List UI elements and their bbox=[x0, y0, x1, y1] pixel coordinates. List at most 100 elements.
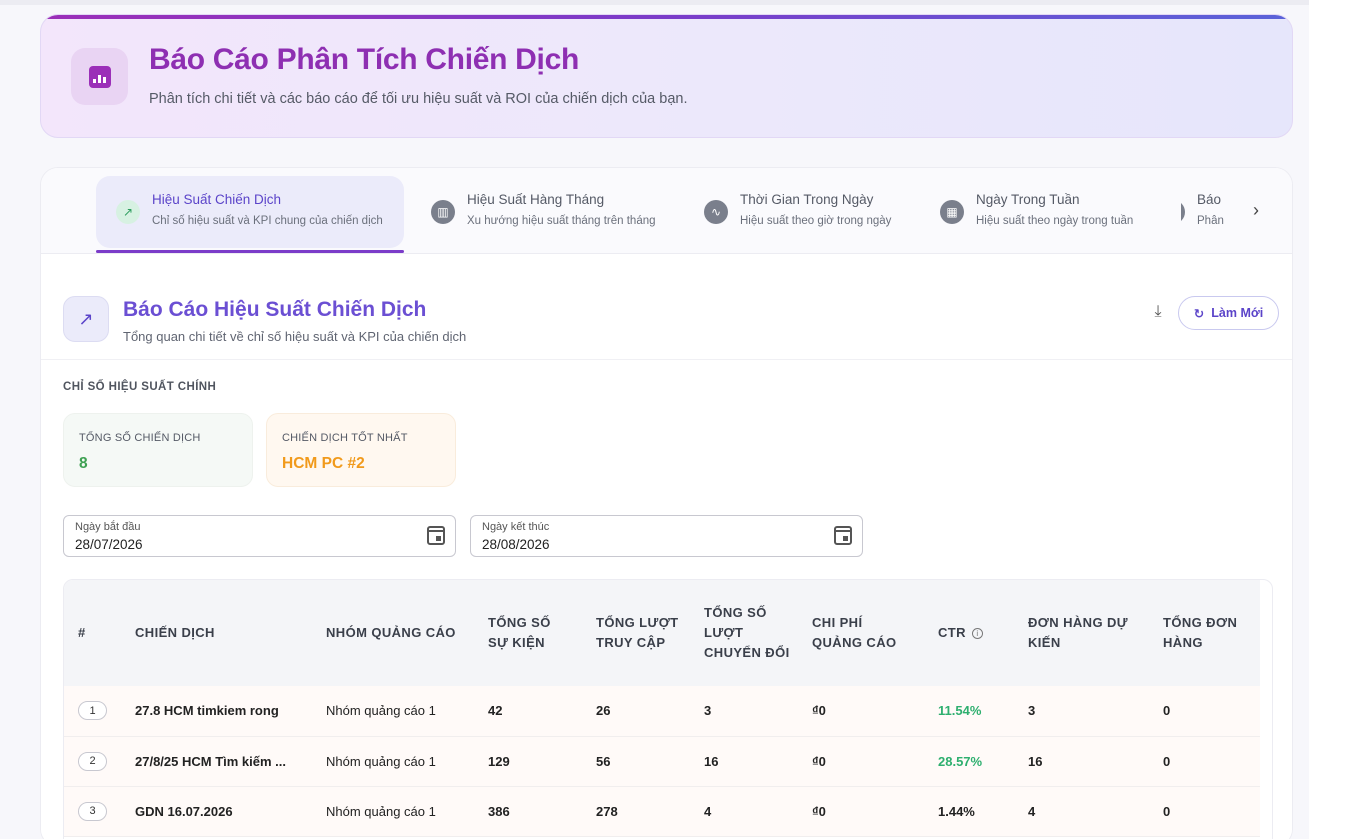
conversions: 16 bbox=[704, 753, 719, 769]
kpi-total-campaigns: TỔNG SỐ CHIẾN DỊCH 8 bbox=[63, 413, 253, 487]
refresh-icon: ↻ bbox=[1193, 306, 1205, 321]
refresh-button[interactable]: ↻ Làm Mới bbox=[1178, 296, 1279, 330]
download-icon[interactable]: ⤓ bbox=[1154, 303, 1162, 320]
events: 129 bbox=[488, 753, 510, 769]
report-content: ↗ Báo Cáo Hiệu Suất Chiến Dịch Tổng quan… bbox=[41, 274, 1292, 839]
start-date-field[interactable]: Ngày bắt đầu 28/07/2026 bbox=[63, 515, 456, 557]
col-header-ctr: CTR i bbox=[924, 580, 1014, 686]
tab-campaign-performance[interactable]: ↗ Hiệu Suất Chiến Dịch Chỉ số hiệu suất … bbox=[96, 176, 404, 248]
events: 42 bbox=[488, 703, 503, 719]
conversions: 3 bbox=[704, 703, 712, 719]
report-title: Báo Cáo Hiệu Suất Chiến Dịch bbox=[123, 298, 427, 321]
active-tab-indicator bbox=[96, 250, 404, 253]
location-icon: ● bbox=[1181, 200, 1185, 224]
campaign-name: 27/8/25 HCM Tìm kiếm ... bbox=[135, 753, 287, 769]
kpi-section-label: CHỈ SỐ HIỆU SUẤT CHÍNH bbox=[63, 381, 217, 393]
line-chart-icon: ∿ bbox=[704, 200, 728, 224]
kpi-value: 8 bbox=[79, 455, 88, 472]
bar-chart-icon bbox=[71, 48, 128, 105]
total-orders: 0 bbox=[1163, 753, 1171, 769]
end-date-field[interactable]: Ngày kết thúc 28/08/2026 bbox=[470, 515, 863, 557]
refresh-label: Làm Mới bbox=[1211, 306, 1264, 320]
conversions: 4 bbox=[704, 803, 712, 819]
tab-label: Thời Gian Trong Ngày bbox=[740, 192, 874, 207]
kpi-best-campaign: CHIẾN DỊCH TỐT NHẤT HCM PC #2 bbox=[266, 413, 456, 487]
row-index: 1 bbox=[78, 701, 107, 721]
ad-cost: ₫0 bbox=[812, 703, 826, 719]
row-index: 2 bbox=[78, 751, 107, 771]
ctr: 1.44% bbox=[938, 803, 975, 819]
tab-desc: Hiệu suất theo giờ trong ngày bbox=[740, 215, 892, 227]
total-orders: 0 bbox=[1163, 803, 1171, 819]
ctr: 11.54% bbox=[938, 703, 982, 719]
col-header: TỔNG SỐ LƯỢT CHUYỂN ĐỔI bbox=[704, 605, 790, 660]
col-header: # bbox=[78, 625, 86, 640]
tab-label: Hiệu Suất Chiến Dịch bbox=[152, 192, 282, 207]
col-header: TỔNG ĐƠN HÀNG bbox=[1163, 615, 1238, 650]
kpi-value: HCM PC #2 bbox=[282, 455, 365, 472]
calendar-icon: ▦ bbox=[940, 200, 964, 224]
tab-label: Hiệu Suất Hàng Tháng bbox=[467, 192, 605, 207]
row-index: 3 bbox=[78, 801, 107, 821]
tab-desc: Xu hướng hiệu suất tháng trên tháng bbox=[467, 215, 656, 227]
tab-desc: Phân bbox=[1197, 215, 1224, 227]
table-row[interactable]: 1 27.8 HCM timkiem rong Nhóm quảng cáo 1… bbox=[64, 686, 1260, 736]
page-subtitle: Phân tích chi tiết và các báo cáo để tối… bbox=[149, 91, 688, 107]
col-header: TỔNG LƯỢT TRUY CẬP bbox=[596, 615, 679, 650]
calendar-icon[interactable] bbox=[427, 526, 445, 545]
table-header-row: # CHIẾN DỊCH NHÓM QUẢNG CÁO TỔNG SỐ SỰ K… bbox=[64, 580, 1260, 686]
expected-orders: 4 bbox=[1028, 803, 1036, 819]
ad-group: Nhóm quảng cáo 1 bbox=[326, 703, 436, 719]
report-card: ↗ Hiệu Suất Chiến Dịch Chỉ số hiệu suất … bbox=[40, 167, 1293, 839]
table-row[interactable]: 2 27/8/25 HCM Tìm kiếm ... Nhóm quảng cá… bbox=[64, 736, 1260, 786]
col-header: CTR bbox=[938, 625, 966, 640]
start-date-value: 28/07/2026 bbox=[75, 537, 143, 552]
visits: 56 bbox=[596, 753, 611, 769]
ad-cost: ₫0 bbox=[812, 803, 826, 819]
end-date-label: Ngày kết thúc bbox=[482, 521, 550, 533]
tab-desc: Hiệu suất theo ngày trong tuần bbox=[976, 215, 1134, 227]
chevron-right-icon[interactable]: › bbox=[1253, 200, 1259, 220]
campaign-name: GDN 16.07.2026 bbox=[135, 803, 233, 819]
col-header: ĐƠN HÀNG DỰ KIẾN bbox=[1028, 615, 1128, 650]
col-header: CHI PHÍ QUẢNG CÁO bbox=[812, 615, 897, 650]
end-date-value: 28/08/2026 bbox=[482, 537, 550, 552]
kpi-label: TỔNG SỐ CHIẾN DỊCH bbox=[79, 432, 201, 444]
tab-time-of-day[interactable]: ∿ Thời Gian Trong Ngày Hiệu suất theo gi… bbox=[684, 176, 924, 248]
campaign-table: # CHIẾN DỊCH NHÓM QUẢNG CÁO TỔNG SỐ SỰ K… bbox=[63, 579, 1273, 839]
ad-cost: ₫0 bbox=[812, 753, 826, 769]
col-header: NHÓM QUẢNG CÁO bbox=[326, 625, 456, 640]
report-subtitle: Tổng quan chi tiết về chỉ số hiệu suất v… bbox=[123, 329, 467, 344]
col-header: CHIẾN DỊCH bbox=[135, 625, 215, 640]
trending-up-icon: ↗ bbox=[116, 200, 140, 224]
expected-orders: 3 bbox=[1028, 703, 1036, 719]
report-header: ↗ Báo Cáo Hiệu Suất Chiến Dịch Tổng quan… bbox=[41, 274, 1292, 360]
tab-day-of-week[interactable]: ▦ Ngày Trong Tuần Hiệu suất theo ngày tr… bbox=[920, 176, 1170, 248]
bar-chart-icon: ▥ bbox=[431, 200, 455, 224]
visits: 278 bbox=[596, 803, 618, 819]
tab-desc: Chỉ số hiệu suất và KPI chung của chiến … bbox=[152, 215, 383, 227]
calendar-icon[interactable] bbox=[834, 526, 852, 545]
info-icon[interactable]: i bbox=[971, 628, 983, 640]
total-orders: 0 bbox=[1163, 703, 1171, 719]
tab-label: Ngày Trong Tuần bbox=[976, 192, 1080, 207]
events: 386 bbox=[488, 803, 510, 819]
trending-up-icon: ↗ bbox=[63, 296, 109, 342]
page-header-banner: Báo Cáo Phân Tích Chiến Dịch Phân tích c… bbox=[40, 14, 1293, 138]
campaign-name: 27.8 HCM timkiem rong bbox=[135, 703, 279, 719]
tab-monthly-performance[interactable]: ▥ Hiệu Suất Hàng Tháng Xu hướng hiệu suấ… bbox=[411, 176, 671, 248]
report-tabs: ↗ Hiệu Suất Chiến Dịch Chỉ số hiệu suất … bbox=[41, 168, 1292, 254]
ad-group: Nhóm quảng cáo 1 bbox=[326, 803, 436, 819]
ctr: 28.57% bbox=[938, 753, 983, 769]
col-header: TỔNG SỐ SỰ KIỆN bbox=[488, 615, 551, 650]
tab-label: Báo bbox=[1197, 192, 1222, 207]
page-title: Báo Cáo Phân Tích Chiến Dịch bbox=[149, 43, 579, 76]
tab-location[interactable]: ● Báo Phân bbox=[1181, 176, 1251, 248]
table-row[interactable]: 3 GDN 16.07.2026 Nhóm quảng cáo 1 386 27… bbox=[64, 786, 1260, 836]
start-date-label: Ngày bắt đầu bbox=[75, 521, 141, 533]
ad-group: Nhóm quảng cáo 1 bbox=[326, 753, 436, 769]
right-gutter bbox=[1309, 0, 1345, 839]
visits: 26 bbox=[596, 703, 611, 719]
expected-orders: 16 bbox=[1028, 753, 1043, 769]
kpi-label: CHIẾN DỊCH TỐT NHẤT bbox=[282, 432, 408, 444]
